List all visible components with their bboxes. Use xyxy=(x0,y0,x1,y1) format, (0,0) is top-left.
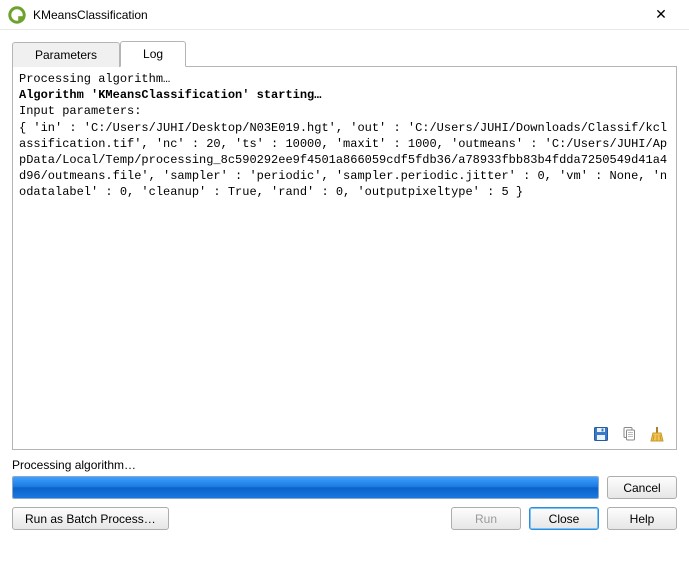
dialog-content: Parameters Log Processing algorithm… Alg… xyxy=(0,30,689,536)
clear-icon[interactable] xyxy=(648,425,666,443)
close-icon[interactable]: ✕ xyxy=(641,1,681,29)
save-icon[interactable] xyxy=(592,425,610,443)
log-text: Processing algorithm… Algorithm 'KMeansC… xyxy=(19,71,670,421)
progress-fill xyxy=(13,477,598,498)
progress-row: Cancel xyxy=(12,476,677,499)
button-row: Run as Batch Process… Run Close Help xyxy=(12,507,677,530)
run-button: Run xyxy=(451,507,521,530)
run-batch-button[interactable]: Run as Batch Process… xyxy=(12,507,169,530)
titlebar: KMeansClassification ✕ xyxy=(0,0,689,30)
window-title: KMeansClassification xyxy=(33,8,641,22)
progress-bar xyxy=(12,476,599,499)
close-button[interactable]: Close xyxy=(529,507,599,530)
log-line: Algorithm 'KMeansClassification' startin… xyxy=(19,88,321,102)
cancel-button[interactable]: Cancel xyxy=(607,476,677,499)
log-line: Input parameters: xyxy=(19,104,141,118)
tab-log[interactable]: Log xyxy=(120,41,186,67)
copy-icon[interactable] xyxy=(620,425,638,443)
tab-parameters[interactable]: Parameters xyxy=(12,42,120,67)
log-line: Processing algorithm… xyxy=(19,72,170,86)
tabs: Parameters Log xyxy=(12,40,677,66)
log-panel: Processing algorithm… Algorithm 'KMeansC… xyxy=(12,66,677,450)
help-button[interactable]: Help xyxy=(607,507,677,530)
log-line: { 'in' : 'C:/Users/JUHI/Desktop/N03E019.… xyxy=(19,121,667,200)
log-toolbar xyxy=(19,421,670,445)
status-text: Processing algorithm… xyxy=(12,458,677,472)
qgis-icon xyxy=(8,6,26,24)
